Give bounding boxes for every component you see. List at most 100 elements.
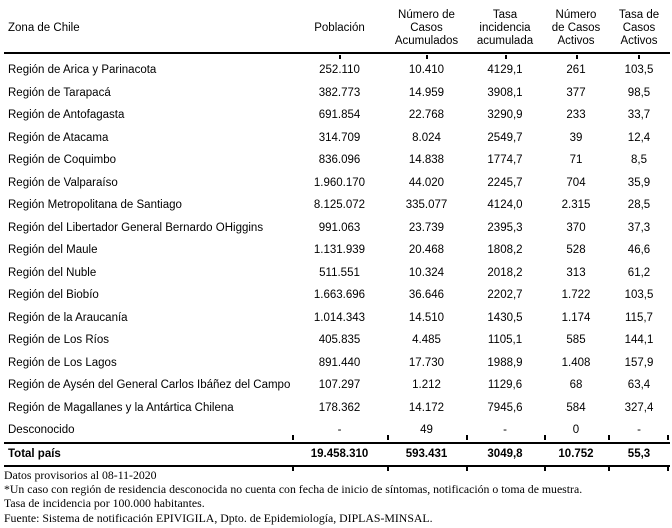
table-row: Región del Ñuble 511.551 10.324 2018,2 3…	[4, 262, 670, 285]
cell-casos-acumulados: 8.024	[412, 131, 441, 144]
cell-tasa-activos: 98,5	[627, 86, 651, 99]
cell-casos-acumulados: 23.739	[408, 221, 445, 234]
total-cell-zona: Total país	[8, 448, 61, 460]
cell-casos-activos: 1.174	[561, 311, 591, 324]
total-cell-tasa-activos: 55,3	[627, 448, 651, 460]
cell-casos-acumulados: 14.838	[408, 154, 445, 167]
column-header-casos-acumulados: Número de Casos Acumulados	[394, 8, 459, 48]
cell-casos-activos: 585	[566, 334, 586, 347]
cell-tasa-incidencia: 4129,1	[487, 64, 523, 77]
cell-casos-activos: 1.408	[561, 356, 591, 369]
cell-zona: Región de Arica y Parinacota	[8, 64, 157, 77]
cell-zona: Región del Maule	[8, 244, 98, 257]
cell-casos-activos: 233	[566, 109, 586, 122]
column-tick	[292, 465, 294, 471]
column-tick	[576, 55, 578, 59]
cell-poblacion: 691.854	[318, 109, 361, 122]
table-row: Región de Tarapacá 382.773 14.959 3908,1…	[4, 82, 670, 105]
cell-tasa-activos: 33,7	[627, 109, 651, 122]
total-row: Total país 19.458.310 593.431 3049,8 10.…	[4, 441, 670, 467]
cell-tasa-incidencia: 1988,9	[487, 356, 523, 369]
cell-casos-acumulados: 49	[420, 424, 433, 437]
cell-poblacion: 836.096	[318, 154, 361, 167]
total-cell-casos-activos: 10.752	[558, 448, 594, 460]
cell-tasa-activos: 37,3	[627, 221, 651, 234]
table-row: Desconocido - 49 - 0 -	[4, 419, 670, 442]
cell-casos-acumulados: 20.468	[408, 244, 445, 257]
cell-poblacion: 382.773	[318, 86, 361, 99]
cell-poblacion: 991.063	[318, 221, 361, 234]
cell-zona: Desconocido	[8, 424, 75, 437]
cell-tasa-activos: 157,9	[624, 356, 654, 369]
table-row: Región de Los Ríos 405.835 4.485 1105,1 …	[4, 329, 670, 352]
cell-poblacion: 178.362	[318, 401, 361, 414]
cell-casos-acumulados: 22.768	[408, 109, 445, 122]
cell-tasa-activos: 35,9	[627, 176, 651, 189]
table-row: Región de Los Lagos 891.440 17.730 1988,…	[4, 352, 670, 375]
footnote-incidence-rate: Tasa de incidencia por 100.000 habitante…	[4, 496, 205, 511]
column-header-tasa-activos: Tasa de Casos Activos	[618, 8, 660, 48]
total-cell-casos-acumulados: 593.431	[405, 448, 448, 460]
cell-casos-acumulados: 44.020	[408, 176, 445, 189]
cell-poblacion: 1.014.343	[313, 311, 366, 324]
column-header-tasa-incidencia: Tasa incidencia acumulada	[476, 8, 534, 48]
cell-poblacion: 8.125.072	[313, 199, 366, 212]
cell-tasa-incidencia: 3908,1	[487, 86, 523, 99]
table-row: Región de Coquimbo 836.096 14.838 1774,7…	[4, 149, 670, 172]
cell-poblacion: 891.440	[318, 356, 361, 369]
table-row: Región Metropolitana de Santiago 8.125.0…	[4, 194, 670, 217]
column-tick	[466, 465, 468, 471]
cell-casos-activos: 704	[566, 176, 586, 189]
cell-casos-activos: 71	[569, 154, 583, 167]
cell-poblacion: 107.297	[318, 379, 361, 392]
cell-tasa-activos: 46,6	[627, 244, 651, 257]
table-body: Región de Arica y Parinacota 252.110 10.…	[4, 59, 670, 442]
cell-casos-activos: 370	[566, 221, 586, 234]
cell-tasa-activos: 115,7	[625, 311, 653, 324]
cell-casos-activos: 377	[566, 86, 586, 99]
total-cell-tasa-incidencia: 3049,8	[487, 448, 523, 460]
footnote-unknown-region: *Un caso con región de residencia descon…	[4, 482, 583, 497]
table-row: Región de Antofagasta 691.854 22.768 329…	[4, 104, 670, 127]
table-row: Región del Maule 1.131.939 20.468 1808,2…	[4, 239, 670, 262]
cell-tasa-activos: 61,2	[627, 266, 651, 279]
cell-tasa-activos: 28,5	[627, 199, 651, 212]
cell-zona: Región de Valparaíso	[8, 176, 118, 189]
cell-zona: Región de Antofagasta	[8, 109, 125, 122]
cell-tasa-incidencia: 2018,2	[487, 266, 523, 279]
cell-tasa-incidencia: 2202,7	[487, 289, 523, 302]
column-tick	[387, 465, 389, 471]
cell-poblacion: -	[337, 424, 342, 437]
column-tick	[387, 435, 389, 440]
cell-casos-acumulados: 17.730	[408, 356, 445, 369]
cell-poblacion: 511.551	[319, 266, 360, 279]
cell-tasa-activos: 327,4	[624, 401, 654, 414]
cell-tasa-activos: 63,4	[627, 379, 651, 392]
cell-tasa-activos: 144,1	[624, 334, 654, 347]
cell-zona: Región de Aysén del General Carlos Ibáñe…	[8, 379, 291, 392]
column-tick	[544, 465, 546, 471]
cell-tasa-incidencia: 2245,7	[487, 176, 523, 189]
footnote-source: Fuente: Sistema de notificación EPIVIGIL…	[4, 510, 433, 525]
cell-casos-acumulados: 14.172	[408, 401, 445, 414]
cell-casos-acumulados: 10.410	[408, 64, 445, 77]
cell-tasa-incidencia: 1774,7	[487, 154, 523, 167]
cell-casos-activos: 313	[566, 266, 586, 279]
cell-tasa-incidencia: 7945,6	[487, 401, 523, 414]
cell-casos-activos: 0	[572, 424, 580, 437]
cell-casos-acumulados: 10.324	[408, 266, 445, 279]
cell-zona: Región de Los Ríos	[8, 334, 110, 347]
cell-casos-activos: 261	[566, 64, 586, 77]
cell-poblacion: 252.110	[319, 64, 360, 77]
cell-tasa-incidencia: 4124,0	[487, 199, 523, 212]
cell-casos-activos: 2.315	[561, 199, 591, 212]
cell-zona: Región Metropolitana de Santiago	[8, 199, 182, 212]
column-header-poblacion: Población	[314, 21, 365, 34]
cell-zona: Región de Tarapacá	[8, 86, 111, 99]
table-header-row: Zona de Chile Población Número de Casos …	[4, 3, 670, 54]
cell-casos-activos: 584	[566, 401, 586, 414]
table-row: Región de Atacama 314.709 8.024 2549,7 3…	[4, 127, 670, 150]
cell-casos-acumulados: 14.959	[408, 86, 445, 99]
cell-zona: Región de Atacama	[8, 131, 109, 144]
